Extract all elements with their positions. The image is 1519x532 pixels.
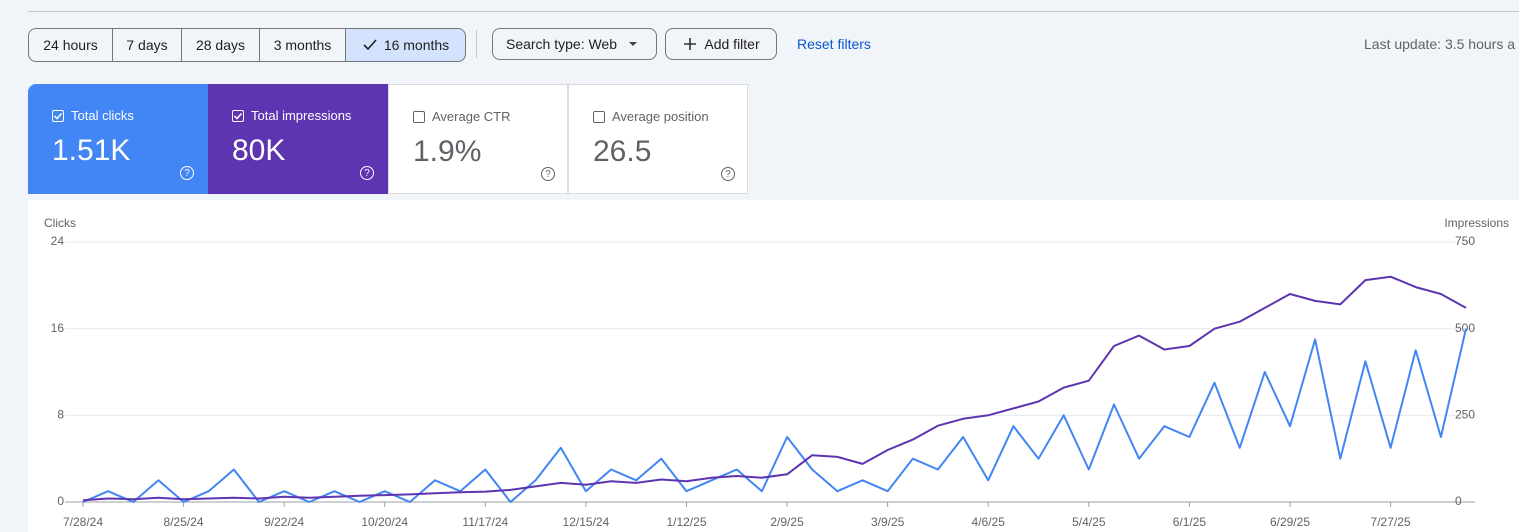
metric-label: Total impressions: [251, 108, 352, 123]
reset-filters[interactable]: Reset filters: [797, 36, 871, 52]
metric-card[interactable]: Total impressions 80K?: [208, 84, 388, 194]
range-button[interactable]: 16 months: [346, 28, 466, 62]
x-tick-label: 4/6/25: [972, 515, 1006, 529]
search-type-button[interactable]: Search type: Web: [492, 28, 657, 60]
help-icon: ?: [180, 166, 194, 180]
x-tick-label: 7/28/24: [63, 515, 103, 529]
metric-value: 26.5: [593, 135, 652, 168]
y2-tick-label: 250: [1455, 408, 1475, 422]
metric-value: 80K: [232, 134, 286, 167]
range-button[interactable]: 28 days: [182, 28, 260, 62]
metric-value: 1.51K: [52, 134, 131, 167]
dropdown-icon: [629, 42, 638, 46]
metric-value: 1.9%: [413, 135, 482, 168]
separator: [476, 30, 477, 58]
metric-card[interactable]: Average position 26.5?: [568, 84, 748, 194]
plus-icon: [684, 38, 697, 50]
help-icon: ?: [360, 166, 374, 180]
range-button[interactable]: 7 days: [113, 28, 182, 62]
y2-axis-label: Impressions: [1444, 216, 1509, 230]
checkbox: [232, 110, 244, 122]
help-icon: ?: [721, 167, 735, 181]
check: [233, 112, 243, 120]
check: [53, 112, 63, 120]
metric-card[interactable]: Total clicks 1.51K?: [28, 84, 208, 194]
checkbox: [593, 111, 605, 123]
x-tick-label: 11/17/24: [462, 515, 508, 529]
label: 7 days: [126, 37, 168, 53]
x-tick-label: 10/20/24: [361, 515, 408, 529]
label: 16 months: [383, 37, 450, 53]
last-update: Last update: 3.5 hours a: [1364, 36, 1515, 52]
y-tick-label: 16: [51, 321, 65, 335]
label: Search type: Web: [505, 36, 618, 52]
y2-tick-label: 500: [1455, 321, 1475, 335]
range-button[interactable]: 3 months: [260, 28, 346, 62]
metric-label: Average position: [612, 109, 709, 124]
help-icon: ?: [541, 167, 555, 181]
x-tick-label: 3/9/25: [871, 515, 905, 529]
series-line: [82, 328, 1467, 503]
range-button[interactable]: 24 hours: [28, 28, 113, 62]
metric-label: Average CTR: [432, 109, 511, 124]
chart: Clicks Impressions 0 8 16 24 0 250 500 750 7/28/24…: [44, 216, 1509, 529]
x-tick-label: 6/29/25: [1270, 515, 1310, 529]
check-icon: [363, 39, 377, 51]
y-tick-label: 0: [57, 494, 64, 508]
label: 28 days: [195, 37, 246, 53]
metric-label: Total clicks: [71, 108, 134, 123]
label: Add filter: [704, 36, 760, 52]
x-tick-label: 9/22/24: [264, 515, 304, 529]
x-tick-label: 8/25/24: [164, 515, 204, 529]
x-tick-label: 6/1/25: [1173, 515, 1207, 529]
checkbox: [413, 111, 425, 123]
x-tick-label: 1/12/25: [666, 515, 706, 529]
x-tick-label: 7/27/25: [1371, 515, 1411, 529]
y-axis-label: Clicks: [44, 216, 76, 230]
date-range-group: 24 hours 7 days 28 days 3 months 16 months: [28, 28, 466, 62]
y2-tick-label: 750: [1455, 234, 1475, 248]
label: 24 hours: [43, 37, 98, 53]
y-tick-label: 8: [57, 408, 64, 422]
divider: [28, 11, 1519, 12]
metric-card[interactable]: Average CTR 1.9%?: [388, 84, 568, 194]
series-line: [82, 275, 1467, 502]
x-tick-label: 12/15/24: [563, 515, 610, 529]
y2-tick-label: 0: [1455, 494, 1462, 508]
checkbox: [52, 110, 64, 122]
x-tick-label: 2/9/25: [770, 515, 804, 529]
label: 3 months: [273, 37, 332, 53]
y-tick-label: 24: [51, 234, 65, 248]
x-tick-label: 5/4/25: [1072, 515, 1106, 529]
add-filter-button[interactable]: Add filter: [665, 28, 777, 60]
